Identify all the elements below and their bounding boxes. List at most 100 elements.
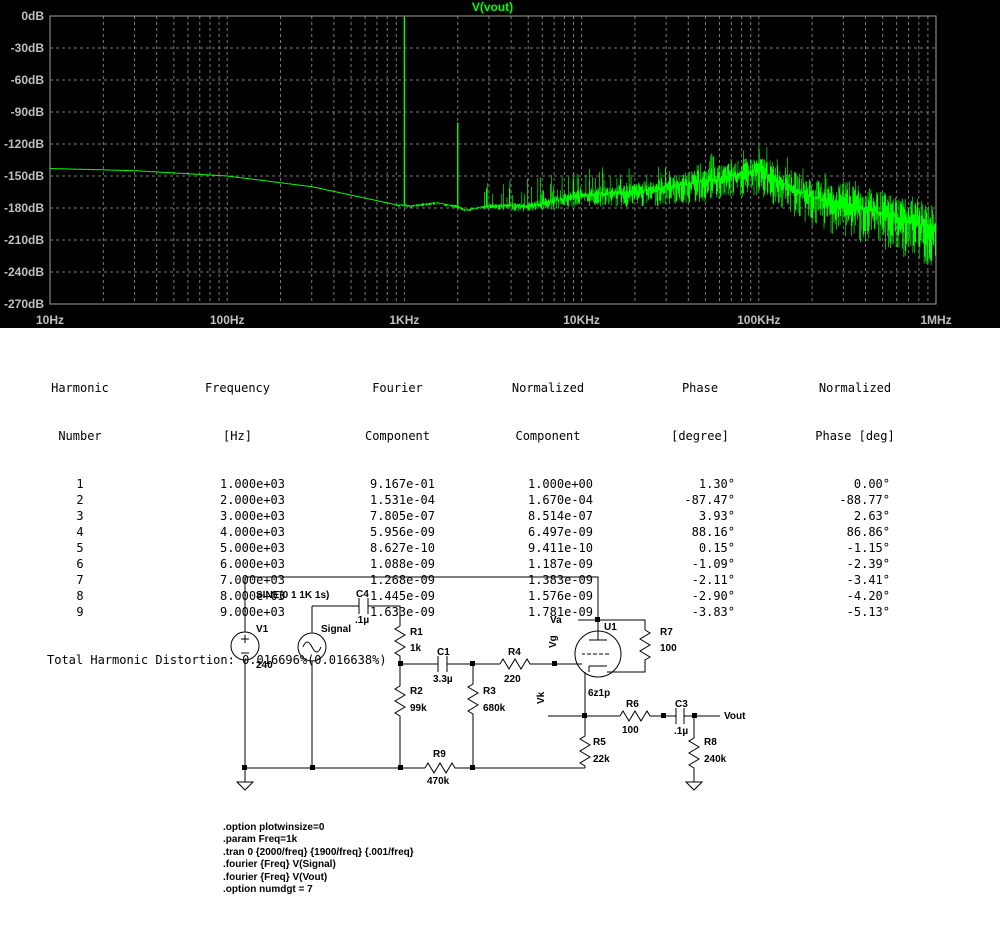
capacitor-c3[interactable] [675, 708, 685, 724]
voltage-source-v1[interactable] [230, 631, 260, 661]
junction [470, 765, 475, 770]
resistor-r2[interactable] [394, 685, 406, 768]
junction [661, 713, 666, 718]
cell-frequency: 8.000e+03 [219, 589, 285, 603]
resistor-r6[interactable] [619, 710, 676, 722]
cell-frequency: 2.000e+03 [219, 493, 285, 507]
cell-phase: 88.16° [691, 525, 735, 539]
directive-line: .param Freq=1k [223, 834, 298, 846]
cell-phase: -87.47° [684, 493, 735, 507]
resistor-r7[interactable] [607, 629, 651, 673]
y-tick-label: -120dB [3, 137, 44, 151]
cell-normalized-phase: 0.00° [853, 477, 890, 491]
cell-normalized: 1.781e-09 [527, 605, 593, 619]
label-r8-value: 240k [704, 754, 727, 765]
y-tick-label: -30dB [10, 41, 44, 55]
y-tick-label: -210dB [3, 233, 44, 247]
trace-vout [49, 17, 937, 268]
junction [692, 713, 697, 718]
table-body: 1 1.000e+03 9.167e-01 1.000e+00 1.30° 0.00° 2 2… [40, 476, 920, 620]
cell-normalized-phase: -88.77° [839, 493, 890, 507]
x-tick-label: 10KHz [563, 313, 600, 327]
cell-harmonic: 6 [76, 557, 84, 571]
cell-frequency: 5.000e+03 [219, 541, 285, 555]
wire-c4 [312, 605, 401, 626]
fourier-table: Harmonic Frequency Fourier Normalized Ph… [40, 348, 920, 684]
cell-phase: 1.30° [698, 477, 735, 491]
cell-normalized: 1.576e-09 [527, 589, 593, 603]
label-c1: C1 [437, 647, 450, 658]
header-phase-deg: Phase [deg] [815, 429, 895, 443]
header-degree: [degree] [671, 429, 729, 443]
capacitor-c4[interactable] [358, 598, 369, 614]
cell-harmonic: 9 [76, 605, 84, 619]
cell-normalized: 1.187e-09 [527, 557, 593, 571]
sine-symbol [302, 641, 322, 653]
cell-fourier: 1.531e-04 [369, 493, 435, 507]
schematic[interactable] [0, 560, 1000, 810]
resistor-r8[interactable] [688, 716, 700, 782]
cell-harmonic: 4 [76, 525, 84, 539]
label-vout: Vout [724, 711, 746, 722]
ground-left [235, 768, 255, 791]
label-r4: R4 [508, 647, 521, 658]
spice-directives[interactable]: .option plotwinsize=0 .param Freq=1k .tr… [223, 822, 414, 896]
junction [595, 617, 600, 622]
label-c3-value: .1µ [674, 726, 689, 737]
resistor-r1[interactable] [394, 625, 406, 686]
cell-fourier: 7.805e-07 [369, 509, 435, 523]
cell-normalized-phase: -2.39° [846, 557, 890, 571]
voltage-source-signal[interactable] [297, 632, 327, 662]
label-r4-value: 220 [504, 674, 521, 685]
ground-right [684, 781, 704, 791]
cell-normalized-phase: -5.13° [846, 605, 890, 619]
cell-normalized: 8.514e-07 [527, 509, 593, 523]
junction [242, 765, 247, 770]
capacitor-c1[interactable] [437, 656, 448, 672]
cell-normalized-phase: -4.20° [846, 589, 890, 603]
header-fourier: Fourier [372, 381, 423, 395]
cell-normalized: 9.411e-10 [527, 541, 593, 555]
cell-phase: -3.83° [691, 605, 735, 619]
directive-line: .option plotwinsize=0 [223, 822, 325, 833]
junction [398, 765, 403, 770]
label-r5-value: 22k [593, 754, 610, 765]
y-tick-label: -180dB [3, 201, 44, 215]
table-row: 4 4.000e+03 5.956e-09 6.497e-09 88.16° 86.86° [40, 524, 920, 540]
resistor-r3[interactable] [467, 664, 479, 768]
label-r6-value: 100 [622, 725, 639, 736]
label-r3: R3 [483, 686, 496, 697]
label-c4: C4 [356, 589, 369, 600]
label-v1-value: 240 [256, 660, 273, 671]
waveform-plot[interactable]: V(vout) 0dB -30dB -60dB -90dB -120dB -150dB -1… [0, 0, 1000, 328]
cell-fourier: 5.956e-09 [369, 525, 435, 539]
table-row: 9 9.000e+03 1.633e-09 1.781e-09 -3.83° -5.13° [40, 604, 920, 620]
table-row: 1 1.000e+03 9.167e-01 1.000e+00 1.30° 0.00° [40, 476, 920, 492]
label-u1-value: 6z1p [588, 688, 611, 699]
label-c3: C3 [675, 699, 688, 710]
x-tick-label: 1KHz [389, 313, 420, 327]
label-signal: Signal [321, 624, 352, 635]
resistor-r9[interactable] [424, 762, 585, 774]
cell-frequency: 4.000e+03 [219, 525, 285, 539]
plot-title[interactable]: V(vout) [471, 0, 514, 14]
cell-normalized: 6.497e-09 [527, 525, 593, 539]
table-row: 8 8.000e+03 1.445e-09 1.576e-09 -2.90° -4.20° [40, 588, 920, 604]
y-tick-label: -90dB [10, 105, 44, 119]
plot-canvas[interactable] [0, 0, 1000, 328]
cell-harmonic: 2 [76, 493, 84, 507]
resistor-r4[interactable] [499, 658, 582, 670]
label-vg: Vg [548, 635, 559, 648]
header-normalized: Normalized [511, 381, 585, 395]
label-r7: R7 [660, 627, 673, 638]
cell-normalized: 1.670e-04 [527, 493, 593, 507]
label-c1-value: 3.3µ [433, 674, 453, 685]
v1-polarity [241, 635, 249, 654]
cell-phase: 0.15° [698, 541, 735, 555]
x-tick-label: 100Hz [209, 313, 245, 327]
resistor-r5[interactable] [579, 716, 591, 768]
table-row: 6 6.000e+03 1.088e-09 1.187e-09 -1.09° -2.39° [40, 556, 920, 572]
cell-fourier: 1.088e-09 [369, 557, 435, 571]
junction [310, 765, 315, 770]
cell-harmonic: 5 [76, 541, 84, 555]
